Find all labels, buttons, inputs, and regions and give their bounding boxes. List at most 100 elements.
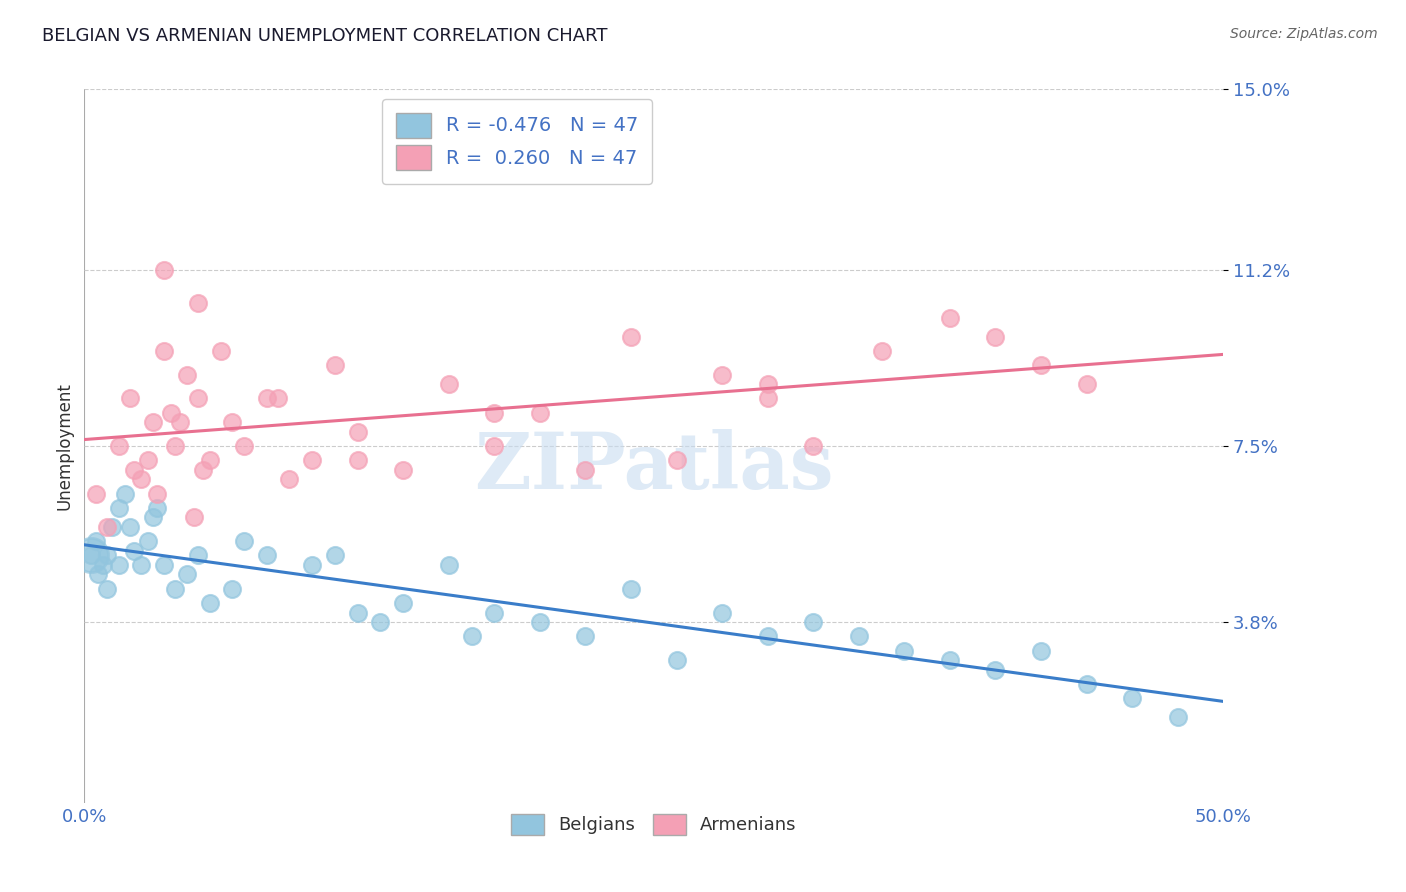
Point [153,343,176,358]
Point [484,606,506,620]
Point [711,368,734,382]
Point [146,500,169,515]
Point [91,558,114,572]
Point [107,439,129,453]
Point [301,558,323,572]
Point [176,368,198,382]
Point [870,343,893,358]
Point [939,310,962,325]
Point [80,549,103,563]
Text: BELGIAN VS ARMENIAN UNEMPLOYMENT CORRELATION CHART: BELGIAN VS ARMENIAN UNEMPLOYMENT CORRELA… [42,27,607,45]
Point [1076,677,1098,691]
Point [131,472,153,486]
Point [187,549,209,563]
Point [96,549,118,563]
Legend: Belgians, Armenians: Belgians, Armenians [502,805,806,844]
Point [153,558,176,572]
Point [756,377,779,392]
Point [346,453,368,467]
Point [142,510,165,524]
Point [124,543,146,558]
Point [107,500,129,515]
Point [232,439,254,453]
Point [1029,643,1052,657]
Point [756,392,779,406]
Point [232,534,254,549]
Point [1121,691,1143,706]
Point [984,329,1007,343]
Point [437,377,460,392]
Point [939,653,962,667]
Point [460,629,482,643]
Point [620,329,643,343]
Point [136,534,159,549]
Point [392,596,415,610]
Point [118,520,141,534]
Point [136,453,159,467]
Point [124,463,146,477]
Point [484,439,506,453]
Point [118,392,141,406]
Point [183,510,205,524]
Point [84,486,107,500]
Point [114,486,136,500]
Point [801,439,824,453]
Point [221,582,243,596]
Point [620,582,643,596]
Point [100,520,122,534]
Point [711,606,734,620]
Point [984,663,1007,677]
Text: Source: ZipAtlas.com: Source: ZipAtlas.com [1230,27,1378,41]
Point [574,463,596,477]
Point [107,558,129,572]
Point [392,463,415,477]
Point [221,415,243,429]
Point [198,596,221,610]
Point [301,453,323,467]
Point [131,558,153,572]
Point [484,406,506,420]
Point [1167,710,1189,724]
Point [848,629,870,643]
Point [191,463,214,477]
Point [893,643,915,657]
Point [80,549,103,563]
Point [370,615,392,629]
Point [142,415,165,429]
Point [346,425,368,439]
Point [1029,358,1052,372]
Point [84,534,107,549]
Point [574,629,596,643]
Y-axis label: Unemployment: Unemployment [55,382,73,510]
Point [87,567,110,582]
Point [165,582,187,596]
Point [346,606,368,620]
Point [256,392,278,406]
Point [198,453,221,467]
Point [323,549,346,563]
Point [756,629,779,643]
Point [1076,377,1098,392]
Point [146,486,169,500]
Point [169,415,191,429]
Point [256,549,278,563]
Point [96,582,118,596]
Point [529,615,551,629]
Point [665,453,688,467]
Point [665,653,688,667]
Point [529,406,551,420]
Point [187,392,209,406]
Point [267,392,290,406]
Point [209,343,232,358]
Point [176,567,198,582]
Point [96,520,118,534]
Point [80,549,103,563]
Point [437,558,460,572]
Point [153,263,176,277]
Point [801,615,824,629]
Point [187,296,209,310]
Point [160,406,183,420]
Point [323,358,346,372]
Text: ZIPatlas: ZIPatlas [474,429,834,506]
Point [80,549,103,563]
